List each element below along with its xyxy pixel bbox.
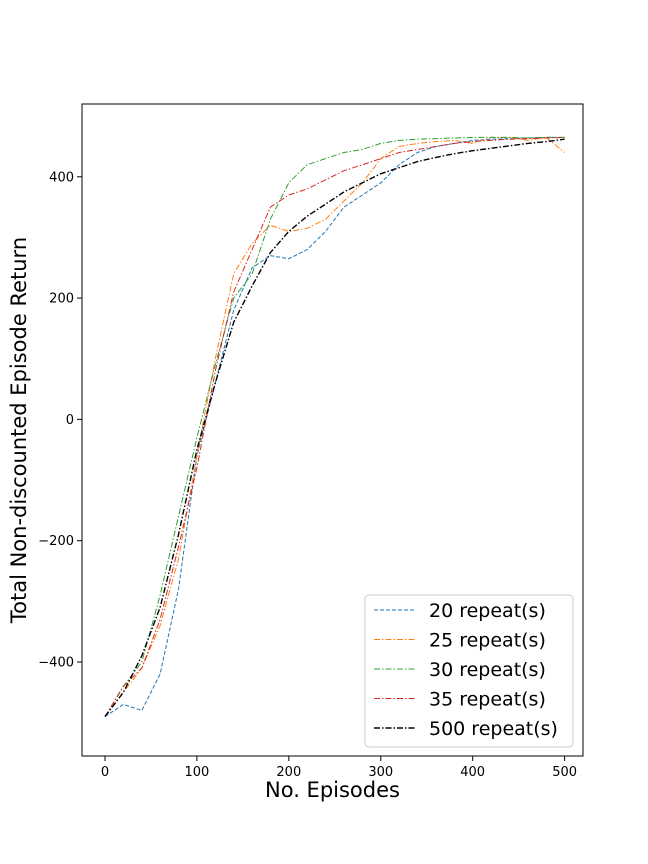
series-line [104, 136, 565, 717]
legend-entry: 35 repeat(s) [429, 689, 546, 711]
plot-frame [81, 103, 584, 757]
y-axis-label: Total Non-discounted Episode Return [7, 237, 31, 624]
legend: 20 repeat(s) 25 repeat(s) 30 repeat(s) 35 r… [364, 594, 574, 748]
series-line [104, 138, 565, 718]
series-line [104, 136, 565, 717]
legend-box [364, 594, 574, 748]
y-tick-label: −200 [38, 534, 74, 549]
legend-entry: 25 repeat(s) [429, 630, 546, 652]
x-tick-label: 400 [460, 765, 485, 780]
ticks-layer: 0 100 200 300 400 500 −400 −200 0 200 400 [38, 170, 577, 780]
y-tick-label: −400 [38, 655, 74, 670]
y-tick-label: 400 [49, 170, 74, 185]
y-tick-label: 0 [66, 413, 74, 428]
y-tick-label: 200 [49, 292, 74, 307]
legend-entry: 20 repeat(s) [429, 600, 546, 622]
x-tick-label: 500 [552, 765, 577, 780]
series-line [104, 136, 565, 717]
legend-entry: 30 repeat(s) [429, 659, 546, 681]
x-tick-label: 0 [101, 765, 109, 780]
series-layer [104, 136, 565, 718]
x-tick-label: 200 [276, 765, 301, 780]
legend-entry: 500 repeat(s) [429, 718, 558, 740]
x-tick-label: 300 [368, 765, 393, 780]
x-axis-label: No. Episodes [265, 778, 400, 802]
series-line [104, 136, 565, 718]
x-tick-label: 100 [184, 765, 209, 780]
